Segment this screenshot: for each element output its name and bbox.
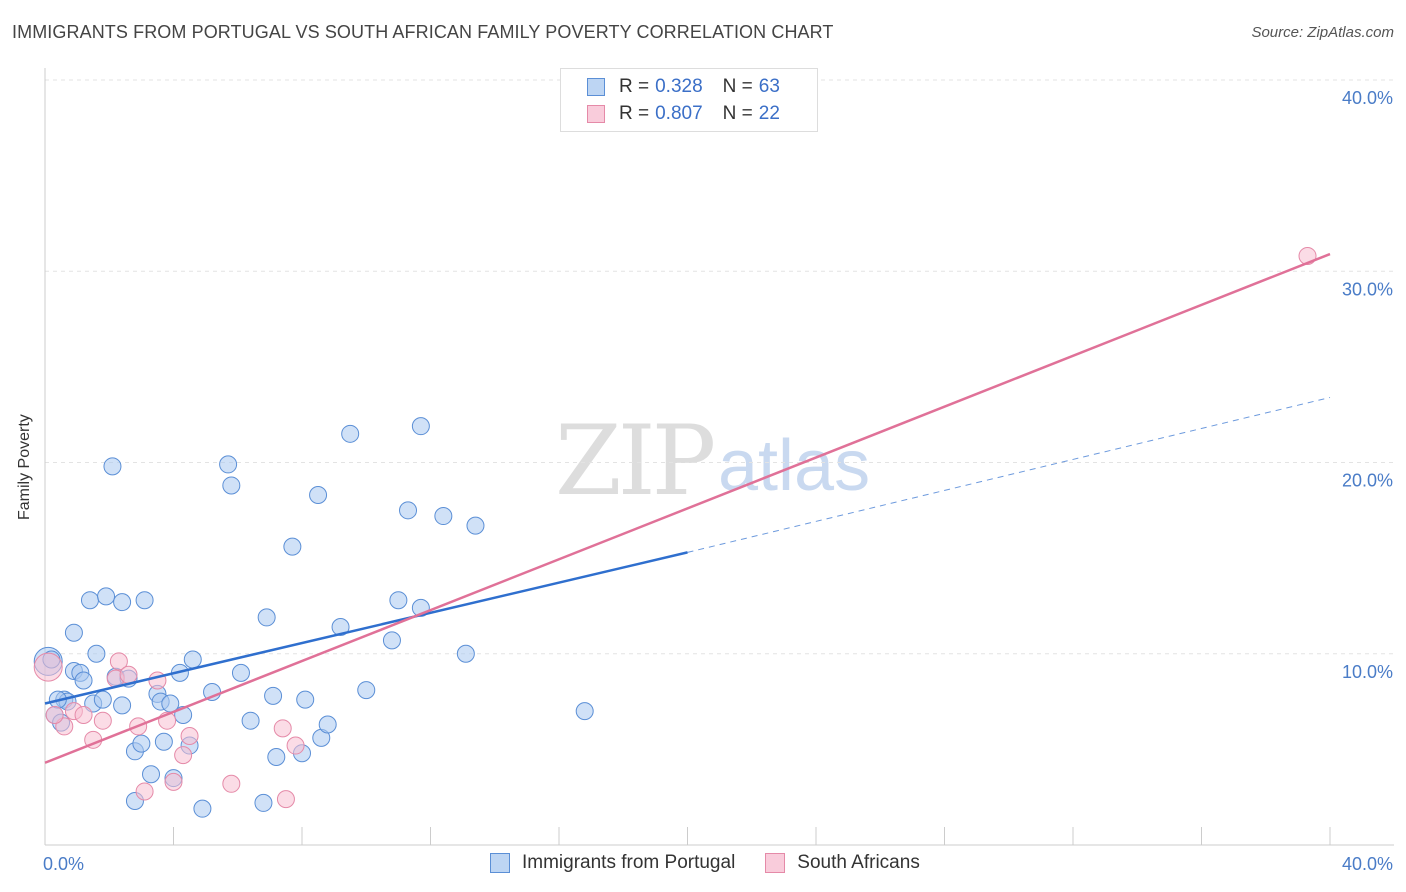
point-south-africans	[33, 652, 63, 682]
point-portugal	[193, 799, 212, 818]
point-portugal	[222, 476, 241, 495]
point-portugal	[283, 537, 302, 556]
point-south-africans	[45, 705, 64, 724]
data-points	[33, 246, 1317, 818]
grid-lines	[45, 79, 1394, 655]
point-portugal	[382, 631, 401, 650]
point-portugal	[113, 696, 132, 715]
legend-swatch-portugal	[490, 853, 510, 873]
y-tick-label: 40.0%	[1342, 88, 1393, 108]
legend-swatch-south-africans	[765, 853, 786, 873]
point-portugal	[80, 591, 99, 610]
point-portugal	[74, 671, 93, 690]
point-portugal	[389, 591, 408, 610]
legend-r-value-south-africans: 0.807	[655, 103, 703, 124]
point-portugal	[241, 711, 260, 730]
point-portugal	[87, 644, 106, 663]
point-portugal	[331, 617, 350, 636]
y-tick-label: 20.0%	[1342, 471, 1393, 491]
legend-r-value-portugal: 0.328	[655, 76, 703, 97]
y-tick-label: 10.0%	[1342, 662, 1393, 682]
point-south-africans	[55, 717, 74, 736]
point-south-africans	[276, 790, 295, 809]
point-south-africans	[119, 665, 138, 684]
point-portugal	[434, 507, 453, 526]
chart-title: IMMIGRANTS FROM PORTUGAL VS SOUTH AFRICA…	[12, 22, 834, 42]
point-south-africans	[135, 782, 154, 801]
chart-source: Source: ZipAtlas.com	[1251, 24, 1394, 41]
point-portugal	[219, 455, 238, 474]
point-portugal	[97, 587, 116, 606]
point-portugal	[296, 690, 315, 709]
watermark-zip: ZIP	[555, 405, 716, 517]
point-portugal	[264, 686, 283, 705]
point-south-africans	[180, 726, 199, 745]
point-portugal	[113, 593, 132, 612]
point-portugal	[254, 793, 273, 812]
point-portugal	[154, 732, 173, 751]
legend-item-south-africans[interactable]: South Africans	[765, 852, 920, 874]
correlation-legend: R = 0.328 N = 63 R = 0.807 N = 22	[560, 68, 818, 132]
axes	[44, 68, 1394, 846]
point-south-africans	[164, 772, 183, 791]
tick-labels: 10.0% 20.0% 30.0% 40.0% 0.0% 40.0%	[43, 88, 1393, 874]
point-portugal	[341, 424, 360, 443]
x-tick-label: 0.0%	[43, 854, 84, 874]
trend-lines	[44, 252, 1331, 764]
y-tick-label: 30.0%	[1342, 279, 1393, 299]
point-south-africans	[74, 705, 93, 724]
point-portugal	[231, 663, 250, 682]
trend-line-portugal-extension	[687, 396, 1331, 553]
trend-line-portugal	[44, 551, 688, 705]
point-portugal	[257, 608, 276, 627]
point-portugal	[411, 417, 430, 436]
point-portugal	[318, 715, 337, 734]
point-portugal	[103, 457, 122, 476]
point-portugal	[575, 702, 594, 721]
legend-swatch-portugal	[587, 78, 605, 96]
point-south-africans	[93, 711, 112, 730]
point-portugal	[309, 486, 328, 505]
point-south-africans	[273, 719, 292, 738]
point-portugal	[93, 690, 112, 709]
legend-n-label: N =	[722, 103, 753, 124]
legend-row-south-africans: R = 0.807 N = 22	[587, 102, 780, 126]
legend-r-label: R =	[619, 103, 650, 124]
point-portugal	[142, 765, 161, 784]
point-south-africans	[109, 652, 128, 671]
point-portugal	[456, 644, 475, 663]
x-tick-label: 40.0%	[1342, 854, 1393, 874]
legend-item-portugal[interactable]: Immigrants from Portugal	[490, 852, 735, 874]
point-portugal	[132, 734, 151, 753]
point-portugal	[267, 748, 286, 767]
point-portugal	[357, 681, 376, 700]
legend-n-value-portugal: 63	[758, 76, 780, 97]
legend-swatch-south-africans	[587, 105, 605, 123]
point-portugal	[64, 623, 83, 642]
legend-label-south-africans: South Africans	[797, 852, 920, 873]
legend-r-label: R =	[619, 76, 650, 97]
point-portugal	[399, 501, 418, 520]
legend-n-value-south-africans: 22	[758, 103, 780, 124]
point-south-africans	[174, 746, 193, 765]
point-south-africans	[222, 774, 241, 793]
trend-line-south-africans	[44, 252, 1331, 764]
point-south-africans	[286, 736, 305, 755]
series-legend: Immigrants from Portugal South Africans	[490, 852, 950, 874]
point-portugal	[466, 516, 485, 535]
point-portugal	[135, 591, 154, 610]
legend-label-portugal: Immigrants from Portugal	[522, 852, 736, 873]
legend-n-label: N =	[722, 76, 753, 97]
point-portugal	[183, 650, 202, 669]
legend-row-portugal: R = 0.328 N = 63	[587, 75, 780, 99]
